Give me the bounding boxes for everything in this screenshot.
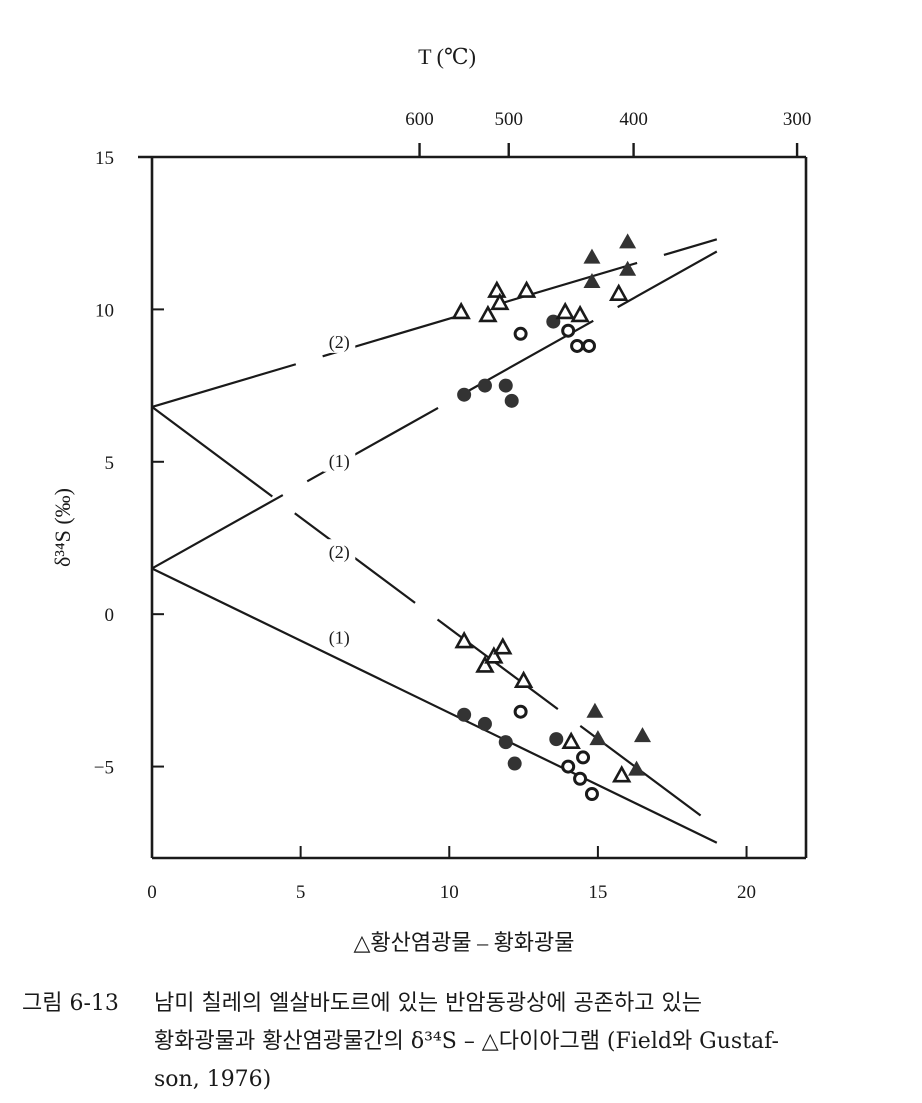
x-tick-label: 10 [440, 882, 459, 903]
trend-line [151, 406, 718, 829]
x-axis-title: △황산염광물 – 황화광물 [353, 930, 574, 955]
filled-circle-point [457, 387, 472, 402]
y-tick-label: 10 [95, 300, 114, 321]
x-tick-label: 20 [737, 882, 756, 903]
filled-triangle-point [634, 727, 651, 743]
filled-circle-point [507, 756, 522, 771]
y-tick-label: −5 [94, 758, 114, 779]
top-tick-label: 600 [405, 109, 434, 130]
filled-triangle-point [583, 248, 601, 264]
annotation-bg [323, 624, 356, 649]
y-tick-label: 5 [105, 453, 115, 474]
filled-circle-point [498, 735, 513, 750]
open-circle-point [513, 704, 528, 719]
open-triangle-point [516, 280, 537, 298]
filled-triangle-point [583, 272, 601, 288]
filled-circle-point [549, 732, 564, 747]
open-circle-point [513, 326, 528, 341]
annotation-bg [323, 539, 356, 564]
annotation-bg [323, 328, 356, 353]
open-circle-point [561, 323, 576, 338]
open-circle-point [570, 338, 585, 353]
trend-line [151, 238, 718, 408]
filled-triangle-point [586, 702, 604, 718]
top-tick-label: 400 [619, 109, 648, 130]
chart-labels: △황산염광물 – 황화광물 T (℃) δ³⁴S (‰) (2) (1) (2) (1) [50, 44, 575, 955]
open-triangle-point [454, 630, 474, 649]
open-triangle-point [609, 283, 629, 301]
open-triangle-point [555, 301, 575, 320]
open-circle-point [581, 338, 596, 353]
x-tick-label: 5 [296, 882, 306, 903]
open-triangle-point [451, 301, 471, 320]
caption-line-2: 황화광물과 황산염광물간의 δ³⁴S – △다이아그램 (Field와 Gust… [154, 1029, 779, 1054]
line-annotation: (1) [329, 451, 350, 472]
chart-lines [151, 238, 718, 844]
filled-circle-point [504, 393, 519, 408]
chart-points [451, 233, 651, 801]
filled-triangle-point [628, 760, 646, 776]
figure-caption: 그림 6-13 남미 칠레의 엘살바도르에 있는 반암동광상에 공존하고 있는 황… [22, 985, 902, 1099]
filled-triangle-point [589, 730, 607, 746]
top-axis-title: T (℃) [418, 44, 476, 69]
open-circle-point [573, 771, 588, 786]
open-triangle-point [570, 304, 590, 323]
trend-line [151, 250, 718, 570]
open-triangle-point [475, 655, 495, 673]
open-triangle-point [487, 280, 507, 298]
open-triangle-point [484, 646, 504, 664]
line-annotation: (2) [329, 332, 350, 353]
x-tick-label: 15 [588, 882, 607, 903]
open-circle-point [584, 786, 599, 801]
open-triangle-point [611, 765, 632, 783]
open-triangle-point [513, 670, 534, 689]
trend-line [151, 567, 718, 844]
y-tick-label: 0 [105, 605, 115, 626]
open-triangle-point [561, 731, 581, 749]
open-circle-point [561, 759, 576, 774]
open-triangle-point [493, 637, 513, 655]
line-annotation: (1) [329, 628, 350, 649]
caption-line-1: 남미 칠레의 엘살바도르에 있는 반암동광상에 공존하고 있는 [154, 991, 702, 1016]
delta34s-chart: 0 5 10 15 20 −5 0 5 10 15 600 500 400 300 △황산염광물 – 황화… [50, 44, 812, 955]
filled-circle-point [457, 707, 472, 722]
line-annotation: (2) [329, 542, 350, 563]
caption-line-3: son, 1976) [154, 1067, 272, 1092]
chart-axes: 0 5 10 15 20 −5 0 5 10 15 600 500 400 300 [94, 109, 812, 903]
open-triangle-point [490, 292, 510, 311]
open-circle-point [576, 750, 591, 765]
filled-triangle-point [619, 233, 637, 249]
y-axis-title: δ³⁴S (‰) [50, 488, 75, 567]
caption-number: 그림 6-13 [22, 991, 119, 1016]
x-tick-label: 0 [147, 882, 157, 903]
filled-circle-point [477, 378, 492, 393]
annotation-bg [323, 447, 356, 472]
y-tick-label: 15 [95, 148, 114, 169]
top-tick-label: 500 [494, 109, 523, 130]
filled-circle-point [498, 378, 513, 393]
top-tick-label: 300 [783, 109, 812, 130]
open-triangle-point [478, 304, 498, 323]
filled-circle-point [477, 716, 492, 731]
filled-triangle-point [619, 260, 637, 276]
